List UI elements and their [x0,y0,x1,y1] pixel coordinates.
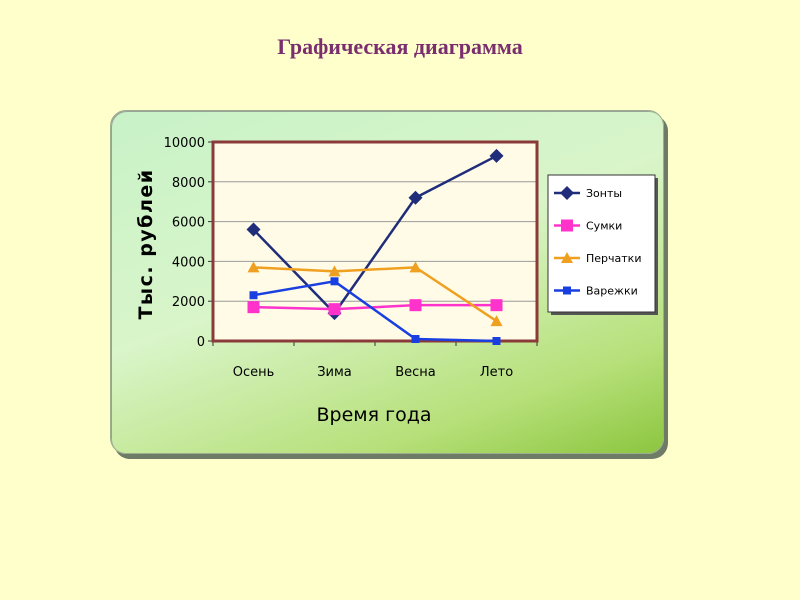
data-point [490,299,503,312]
x-tick-label: Лето [480,365,513,380]
y-tick-label: 10000 [164,136,205,151]
x-tick-label: Зима [317,365,352,380]
y-axis-title: Тыс. рублей [135,168,157,319]
data-point [328,303,341,316]
data-point [247,301,260,314]
y-tick-label: 0 [197,335,205,350]
series-line-1 [252,154,498,316]
y-tick-label: 2000 [172,295,205,310]
slide-title: Графическая диаграмма [277,34,523,59]
legend-label: Перчатки [586,252,641,265]
legend-marker [560,186,574,200]
plot-border [211,140,539,343]
data-point [247,261,260,273]
y-tick-label: 4000 [172,255,205,270]
series-line-3 [253,266,498,323]
data-point [246,222,261,237]
legend-label: Зонты [586,187,622,200]
data-point [409,299,422,312]
legend-marker [563,286,571,295]
series-line-4 [253,279,497,343]
data-point [489,148,504,163]
data-point [411,335,420,344]
data-point [249,291,258,300]
y-tick-label: 6000 [172,216,205,231]
x-tick-label: Весна [395,365,436,380]
x-tick-label: Осень [233,365,275,380]
data-point [409,261,422,273]
data-point [492,337,501,345]
legend-label: Сумки [586,220,622,233]
data-point [408,190,423,205]
legend-marker [561,252,573,263]
legend-label: Варежки [586,285,638,298]
legend-marker [561,219,573,232]
data-point [490,315,503,327]
x-axis-title: Время года [317,404,432,426]
series-line-2 [253,303,497,311]
y-tick-label: 8000 [172,176,205,191]
data-point [330,277,339,286]
data-point [328,265,341,277]
